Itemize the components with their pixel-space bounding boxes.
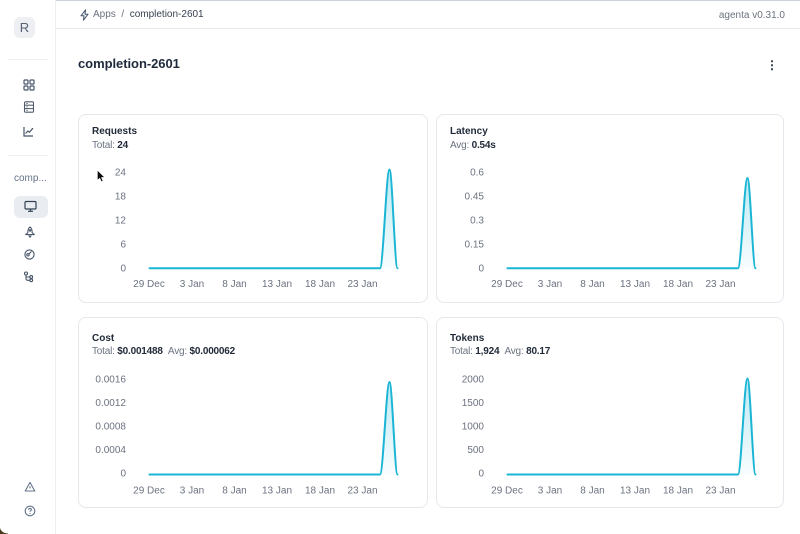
svg-text:23 Jan: 23 Jan [347, 486, 377, 497]
svg-text:0.15: 0.15 [465, 240, 485, 251]
svg-text:0.6: 0.6 [470, 168, 484, 179]
svg-text:0.0008: 0.0008 [95, 422, 126, 433]
svg-text:2000: 2000 [462, 375, 485, 386]
svg-text:1500: 1500 [462, 398, 485, 409]
svg-text:13 Jan: 13 Jan [620, 279, 650, 290]
svg-text:0.45: 0.45 [465, 192, 485, 203]
svg-text:8 Jan: 8 Jan [222, 279, 246, 290]
svg-text:0: 0 [478, 264, 484, 275]
svg-text:18 Jan: 18 Jan [305, 279, 335, 290]
svg-text:3 Jan: 3 Jan [180, 486, 204, 497]
svg-text:0: 0 [120, 264, 126, 275]
svg-text:29 Dec: 29 Dec [491, 486, 523, 497]
svg-text:8 Jan: 8 Jan [222, 486, 246, 497]
svg-text:3 Jan: 3 Jan [538, 279, 562, 290]
svg-text:23 Jan: 23 Jan [705, 279, 735, 290]
svg-text:18 Jan: 18 Jan [663, 279, 693, 290]
svg-text:18: 18 [115, 192, 127, 203]
svg-text:8 Jan: 8 Jan [580, 486, 604, 497]
svg-text:3 Jan: 3 Jan [180, 279, 204, 290]
svg-text:0: 0 [120, 469, 126, 480]
svg-text:29 Dec: 29 Dec [133, 486, 165, 497]
svg-text:29 Dec: 29 Dec [491, 279, 523, 290]
svg-text:18 Jan: 18 Jan [305, 486, 335, 497]
svg-text:8 Jan: 8 Jan [580, 279, 604, 290]
svg-text:29 Dec: 29 Dec [133, 279, 165, 290]
svg-text:0: 0 [478, 469, 484, 480]
svg-text:3 Jan: 3 Jan [538, 486, 562, 497]
svg-text:6: 6 [120, 240, 126, 251]
svg-text:0.0016: 0.0016 [95, 375, 126, 386]
svg-text:13 Jan: 13 Jan [620, 486, 650, 497]
svg-text:12: 12 [115, 216, 127, 227]
svg-text:23 Jan: 23 Jan [705, 486, 735, 497]
svg-text:500: 500 [467, 445, 484, 456]
svg-text:0.3: 0.3 [470, 216, 484, 227]
svg-text:1000: 1000 [462, 422, 485, 433]
svg-text:18 Jan: 18 Jan [663, 486, 693, 497]
svg-text:0.0004: 0.0004 [95, 445, 126, 456]
svg-text:13 Jan: 13 Jan [262, 279, 292, 290]
svg-text:13 Jan: 13 Jan [262, 486, 292, 497]
svg-text:24: 24 [115, 168, 127, 179]
svg-text:0.0012: 0.0012 [95, 398, 126, 409]
svg-text:23 Jan: 23 Jan [347, 279, 377, 290]
